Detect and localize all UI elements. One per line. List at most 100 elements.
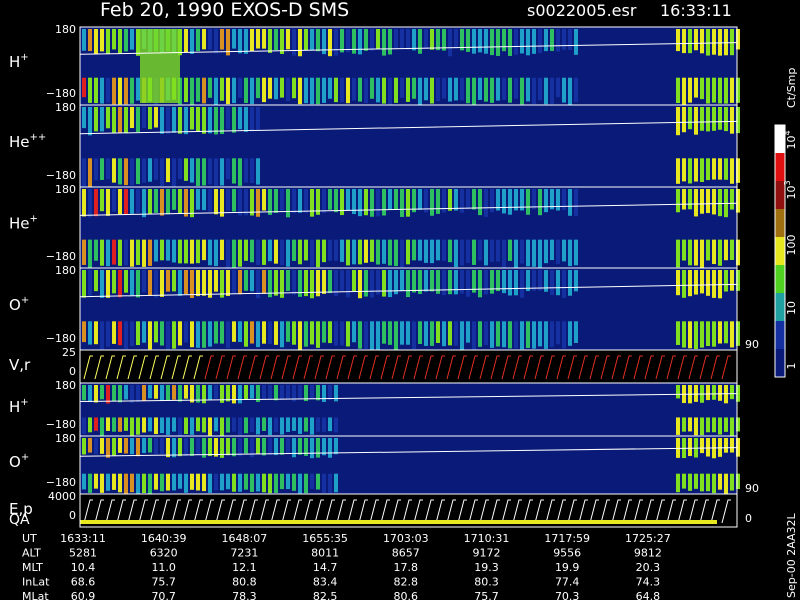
spectrum-cell <box>448 29 452 57</box>
spectrum-cell <box>274 385 278 401</box>
spectrum-cell <box>82 321 86 343</box>
trace <box>193 499 203 524</box>
spectrum-cell <box>448 77 452 102</box>
spectrum-cell <box>364 29 368 51</box>
spectrum-cell <box>316 417 320 432</box>
spectrum-cell <box>460 270 464 294</box>
spectrum-cell <box>328 473 332 494</box>
row-value: 75.7 <box>474 590 499 600</box>
spectrum-cell <box>466 77 470 104</box>
spectrum-cell <box>100 385 104 400</box>
spectrum-cell <box>676 77 680 104</box>
colorbar-cell <box>775 153 785 181</box>
spectrum-cell <box>370 239 374 262</box>
spectrum-cell <box>112 321 116 344</box>
spectrum-cell <box>94 189 98 217</box>
spectrum-cell <box>514 270 518 296</box>
spectrum-cell <box>514 189 518 211</box>
spectrum-cell <box>232 77 236 104</box>
spectrum-cell <box>214 438 218 457</box>
trace <box>589 355 599 380</box>
axis-tick-label: 180 <box>55 379 76 392</box>
spectrum-cell <box>736 321 740 346</box>
spectrum-cell <box>262 473 266 493</box>
spectrum-cell <box>256 438 260 454</box>
spectrum-cell <box>226 473 230 490</box>
spectrum-cell <box>118 385 122 403</box>
spectrum-cell <box>520 29 524 54</box>
trace <box>688 355 698 380</box>
spectrum-cell <box>466 239 470 264</box>
spectrum-cell <box>520 270 524 298</box>
spectrum-cell <box>208 473 212 493</box>
spectrum-cell <box>172 189 176 210</box>
spectrum-cell <box>244 417 248 434</box>
spectrum-cell <box>280 29 284 54</box>
spectrum-cell <box>502 29 506 52</box>
spectrum-cell <box>304 438 308 456</box>
spectrum-cell <box>328 385 332 400</box>
spectrum-cell <box>298 385 302 400</box>
spectrum-cell <box>460 239 464 266</box>
spectrum-cell <box>436 29 440 51</box>
spectrum-cell <box>274 438 278 456</box>
spectrum-cell <box>682 189 686 210</box>
trace <box>237 499 247 524</box>
spectrum-cell <box>412 189 416 213</box>
spectrum-cell <box>484 270 488 295</box>
stamp: Sep-00 2AA32L <box>785 512 798 598</box>
spectrum-cell <box>736 107 740 134</box>
spectrum-cell <box>292 239 296 261</box>
spectrum-cell <box>454 239 458 268</box>
spectrum-cell <box>442 321 446 347</box>
row-value: 64.8 <box>636 590 661 600</box>
trace <box>226 355 236 380</box>
spectrum-cell <box>166 270 170 292</box>
panel-label: He++ <box>9 132 46 151</box>
spectrum-cell <box>106 189 110 216</box>
trace <box>281 355 291 380</box>
trace <box>688 499 698 524</box>
trace <box>589 499 599 524</box>
spectrum-cell <box>388 321 392 345</box>
spectrum-cell <box>202 77 206 104</box>
spectrum-cell <box>202 321 206 348</box>
trace <box>655 499 665 524</box>
spectrum-cell <box>238 239 242 267</box>
spectrum-cell <box>106 77 110 103</box>
spectrum-cell <box>394 239 398 267</box>
spectrum-cell <box>712 385 716 400</box>
spectrum-cell <box>736 270 740 291</box>
spectrum-cell <box>244 321 248 347</box>
spectrum-cell <box>262 270 266 294</box>
spectrum-cell <box>100 107 104 132</box>
axis-tick-label: 4000 <box>48 490 76 503</box>
spectrum-cell <box>538 321 542 347</box>
spectrum-cell <box>340 189 344 216</box>
spectrum-cell <box>202 107 206 134</box>
spectrum-cell <box>154 239 158 262</box>
trace <box>259 499 269 524</box>
spectrum-cell <box>244 239 248 261</box>
spectrum-cell <box>244 158 248 183</box>
spectrum-cell <box>280 473 284 490</box>
spectrum-cell <box>550 321 554 348</box>
spectrum-cell <box>238 77 242 98</box>
spectrum-cell <box>496 321 500 347</box>
spectrum-cell <box>712 417 716 433</box>
spectrum-cell <box>430 239 434 264</box>
trace <box>468 499 478 524</box>
spectrum-cell <box>532 29 536 54</box>
spectrum-cell <box>694 29 698 51</box>
spectrum-cell <box>442 189 446 213</box>
spectrum-cell <box>316 189 320 215</box>
panel-label-sup: + <box>20 52 28 63</box>
spectrum-cell <box>706 417 710 433</box>
colorbar-label-base: 100 <box>785 235 798 256</box>
spectrum-cell <box>526 270 530 292</box>
spectrum-cell <box>430 189 434 216</box>
spectrum-cell <box>322 417 326 432</box>
spectrum-cell <box>700 239 704 268</box>
trace <box>303 355 313 380</box>
spectrum-cell <box>490 189 494 213</box>
